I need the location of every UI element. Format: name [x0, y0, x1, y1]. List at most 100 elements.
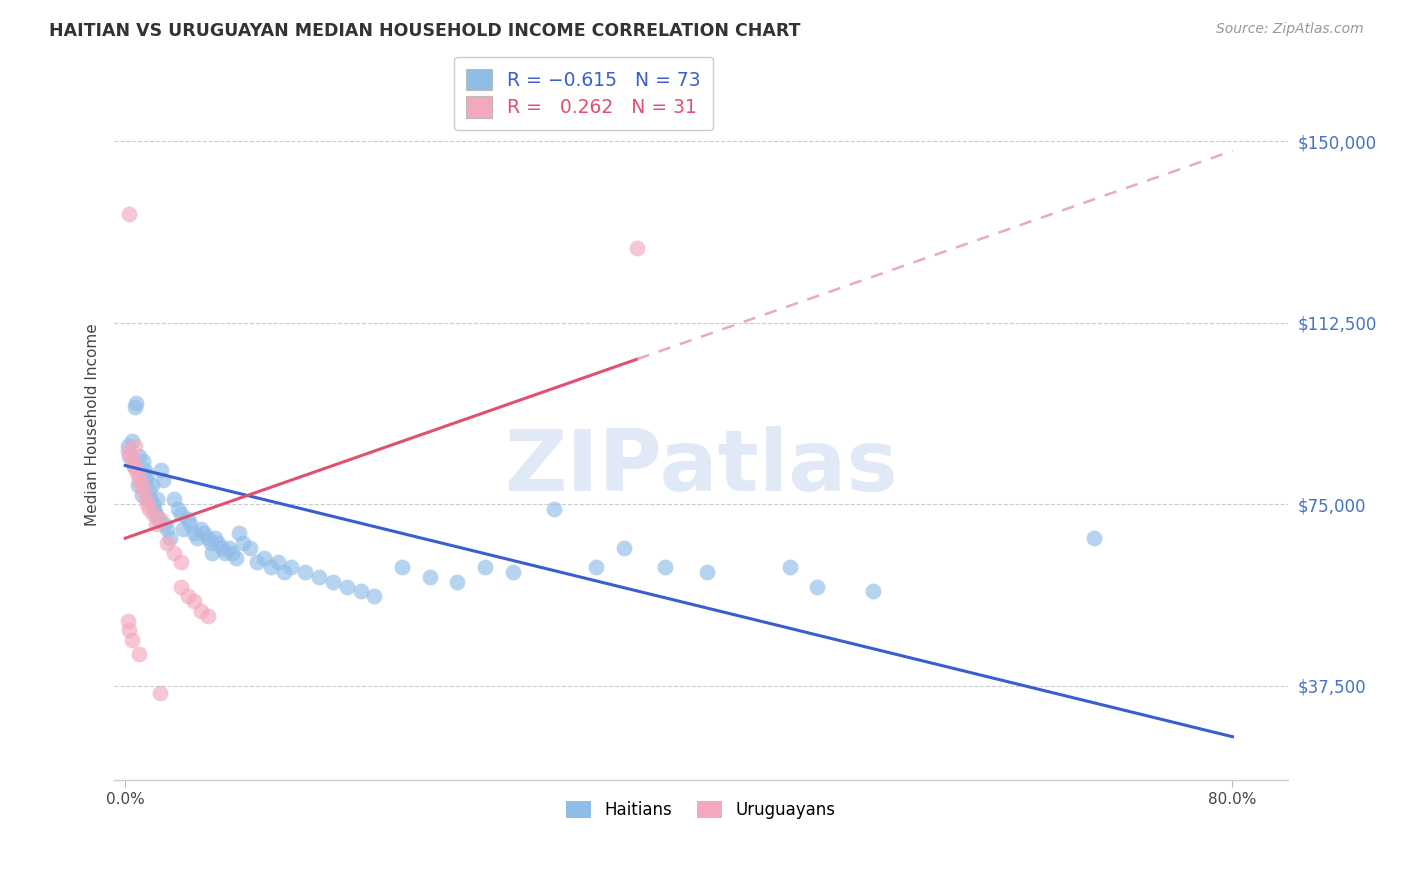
Point	[294, 565, 316, 579]
Point	[1083, 531, 1105, 545]
Point	[131, 478, 153, 492]
Point	[322, 574, 344, 589]
Point	[336, 580, 359, 594]
Point	[190, 604, 212, 618]
Point	[349, 584, 371, 599]
Point	[148, 512, 170, 526]
Point	[232, 536, 254, 550]
Point	[136, 497, 159, 511]
Point	[391, 560, 413, 574]
Point	[201, 546, 224, 560]
Point	[806, 580, 828, 594]
Point	[117, 439, 139, 453]
Point	[149, 686, 172, 700]
Point	[120, 449, 142, 463]
Point	[207, 536, 229, 550]
Point	[143, 502, 166, 516]
Point	[246, 556, 269, 570]
Point	[124, 401, 146, 415]
Point	[179, 516, 201, 531]
Text: HAITIAN VS URUGUAYAN MEDIAN HOUSEHOLD INCOME CORRELATION CHART: HAITIAN VS URUGUAYAN MEDIAN HOUSEHOLD IN…	[49, 22, 800, 40]
Point	[125, 463, 148, 477]
Point	[218, 541, 240, 555]
Point	[124, 439, 146, 453]
Point	[128, 648, 150, 662]
Point	[502, 565, 524, 579]
Point	[183, 526, 205, 541]
Point	[156, 522, 179, 536]
Y-axis label: Median Household Income: Median Household Income	[86, 323, 100, 525]
Point	[654, 560, 676, 574]
Point	[128, 473, 150, 487]
Point	[156, 536, 179, 550]
Point	[132, 483, 155, 497]
Point	[204, 531, 226, 545]
Point	[543, 502, 565, 516]
Point	[779, 560, 801, 574]
Point	[176, 590, 198, 604]
Point	[128, 449, 150, 463]
Point	[186, 531, 208, 545]
Text: Source: ZipAtlas.com: Source: ZipAtlas.com	[1216, 22, 1364, 37]
Point	[266, 556, 288, 570]
Point	[176, 512, 198, 526]
Point	[139, 492, 162, 507]
Point	[308, 570, 330, 584]
Point	[169, 507, 191, 521]
Point	[132, 454, 155, 468]
Point	[117, 614, 139, 628]
Point	[363, 590, 385, 604]
Point	[228, 526, 250, 541]
Point	[172, 522, 194, 536]
Point	[146, 492, 169, 507]
Point	[163, 492, 186, 507]
Point	[145, 516, 167, 531]
Point	[169, 556, 191, 570]
Point	[142, 507, 165, 521]
Point	[280, 560, 302, 574]
Point	[118, 449, 141, 463]
Point	[696, 565, 718, 579]
Point	[149, 512, 172, 526]
Point	[118, 207, 141, 221]
Point	[166, 502, 188, 516]
Point	[585, 560, 607, 574]
Point	[152, 473, 174, 487]
Point	[221, 546, 243, 560]
Point	[612, 541, 634, 555]
Point	[193, 526, 215, 541]
Point	[259, 560, 281, 574]
Point	[197, 531, 219, 545]
Point	[136, 468, 159, 483]
Point	[131, 488, 153, 502]
Point	[225, 550, 247, 565]
Point	[163, 546, 186, 560]
Point	[122, 458, 145, 473]
Point	[214, 546, 236, 560]
Legend: Haitians, Uruguayans: Haitians, Uruguayans	[560, 794, 842, 825]
Point	[239, 541, 262, 555]
Point	[253, 550, 276, 565]
Point	[197, 608, 219, 623]
Point	[150, 463, 173, 477]
Point	[127, 468, 149, 483]
Point	[134, 463, 156, 477]
Point	[200, 536, 222, 550]
Point	[183, 594, 205, 608]
Point	[474, 560, 496, 574]
Point	[125, 395, 148, 409]
Point	[122, 458, 145, 473]
Point	[121, 434, 143, 449]
Point	[169, 580, 191, 594]
Point	[141, 478, 163, 492]
Point	[862, 584, 884, 599]
Point	[135, 492, 157, 507]
Point	[211, 541, 233, 555]
Point	[135, 473, 157, 487]
Point	[138, 502, 160, 516]
Point	[127, 478, 149, 492]
Point	[626, 241, 648, 255]
Point	[273, 565, 295, 579]
Point	[138, 483, 160, 497]
Point	[159, 531, 181, 545]
